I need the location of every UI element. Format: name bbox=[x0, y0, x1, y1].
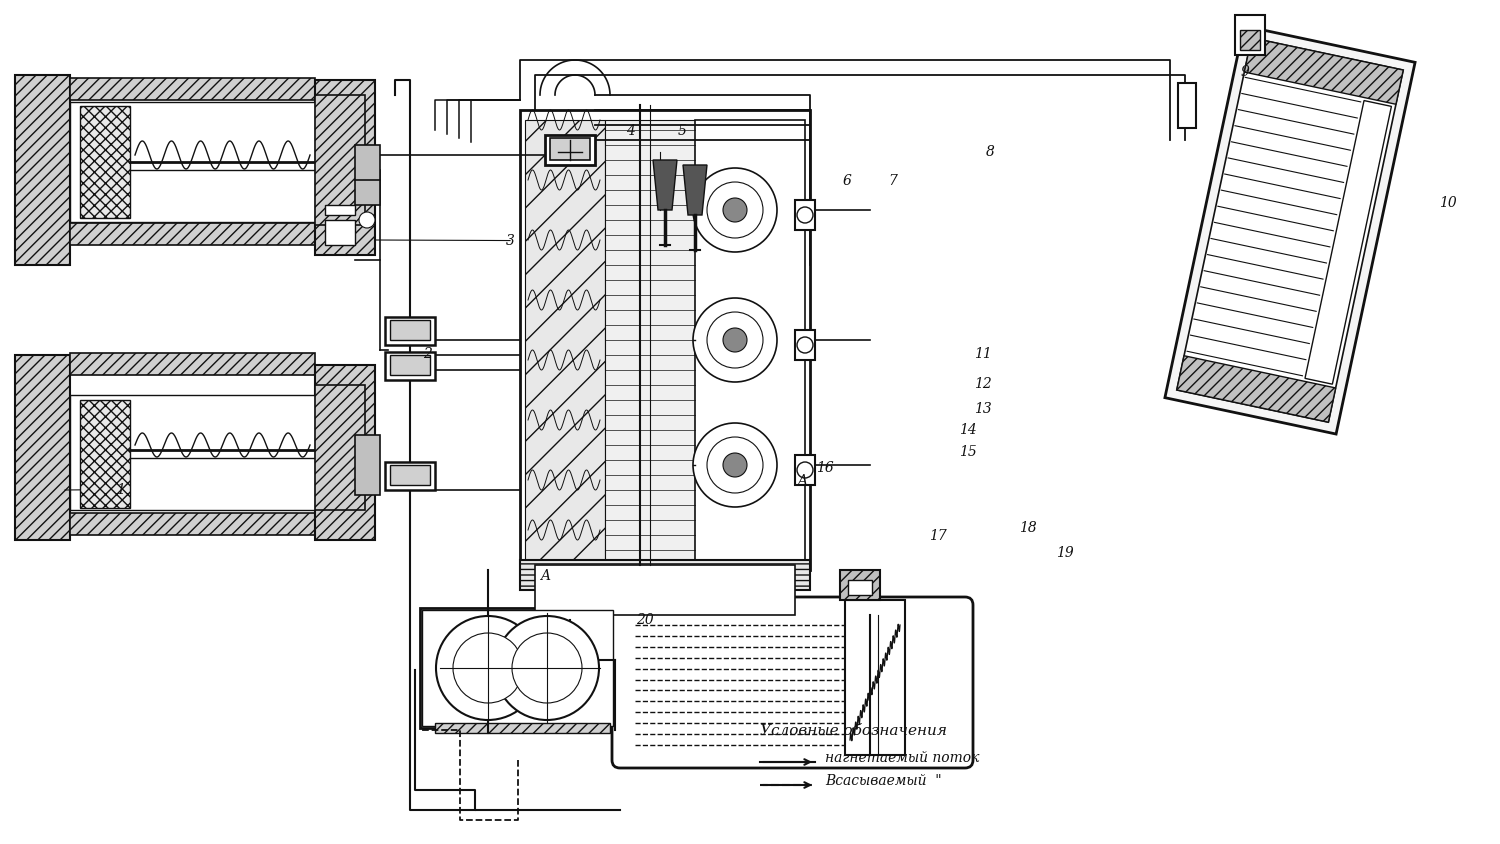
Polygon shape bbox=[652, 160, 676, 210]
Bar bbox=[390, 355, 430, 375]
Circle shape bbox=[453, 633, 524, 703]
Text: 5: 5 bbox=[678, 124, 687, 138]
Text: 20: 20 bbox=[636, 614, 654, 627]
Bar bbox=[422, 610, 614, 726]
Circle shape bbox=[706, 182, 764, 238]
Text: A: A bbox=[540, 569, 550, 583]
Text: 16: 16 bbox=[816, 462, 834, 475]
Bar bbox=[70, 223, 315, 245]
Text: 14: 14 bbox=[958, 424, 976, 437]
Circle shape bbox=[706, 312, 764, 368]
Bar bbox=[795, 455, 814, 485]
Bar bbox=[550, 138, 590, 160]
Bar bbox=[80, 106, 130, 218]
Text: 4: 4 bbox=[626, 124, 634, 138]
Bar bbox=[315, 80, 375, 255]
Circle shape bbox=[723, 328, 747, 352]
Bar bbox=[1234, 15, 1264, 55]
Text: 7: 7 bbox=[888, 175, 897, 188]
Circle shape bbox=[693, 298, 777, 382]
Circle shape bbox=[796, 337, 813, 353]
Bar bbox=[356, 145, 380, 205]
Bar bbox=[1305, 100, 1392, 384]
Bar bbox=[1178, 83, 1196, 128]
Bar bbox=[390, 465, 430, 485]
Circle shape bbox=[495, 616, 598, 720]
Bar bbox=[520, 560, 810, 590]
Text: 13: 13 bbox=[974, 403, 992, 416]
Bar bbox=[70, 78, 315, 100]
Bar bbox=[326, 220, 356, 245]
Text: 3: 3 bbox=[506, 234, 515, 247]
Bar bbox=[15, 75, 70, 265]
Text: 17: 17 bbox=[928, 529, 946, 543]
Bar bbox=[15, 355, 70, 540]
Bar bbox=[844, 600, 904, 755]
Bar bbox=[795, 330, 814, 360]
Bar bbox=[356, 435, 380, 495]
Text: 9: 9 bbox=[1240, 65, 1250, 78]
Circle shape bbox=[723, 453, 747, 477]
Bar bbox=[386, 317, 435, 345]
Text: 1: 1 bbox=[116, 483, 124, 496]
Circle shape bbox=[693, 423, 777, 507]
Circle shape bbox=[796, 207, 813, 223]
FancyBboxPatch shape bbox=[612, 597, 974, 768]
Bar bbox=[435, 723, 610, 733]
Bar bbox=[80, 400, 130, 508]
Bar bbox=[840, 570, 880, 600]
Bar bbox=[315, 95, 364, 225]
Bar bbox=[390, 320, 430, 340]
Bar bbox=[536, 565, 795, 615]
Bar bbox=[420, 608, 615, 728]
Text: 6: 6 bbox=[843, 175, 852, 188]
Bar bbox=[544, 135, 596, 165]
Text: 12: 12 bbox=[974, 377, 992, 391]
Bar bbox=[315, 385, 364, 510]
Text: 8: 8 bbox=[986, 145, 994, 159]
Polygon shape bbox=[682, 165, 706, 215]
Bar bbox=[1245, 38, 1403, 105]
Text: нагнетаемый поток: нагнетаемый поток bbox=[825, 751, 980, 765]
Text: 15: 15 bbox=[958, 445, 976, 458]
Circle shape bbox=[358, 212, 375, 228]
Text: Условные обозначения: Условные обозначения bbox=[760, 724, 946, 738]
Bar bbox=[1178, 38, 1402, 422]
Text: 18: 18 bbox=[1019, 521, 1036, 534]
Text: 19: 19 bbox=[1056, 546, 1074, 560]
Text: 10: 10 bbox=[1438, 196, 1456, 209]
Circle shape bbox=[693, 168, 777, 252]
Bar bbox=[1166, 26, 1414, 434]
Bar bbox=[386, 352, 435, 380]
Circle shape bbox=[512, 633, 582, 703]
Bar bbox=[525, 120, 605, 560]
Circle shape bbox=[796, 462, 813, 478]
Circle shape bbox=[706, 437, 764, 493]
Bar bbox=[520, 110, 810, 570]
Bar bbox=[694, 120, 806, 560]
Bar bbox=[1240, 30, 1260, 50]
Text: 11: 11 bbox=[974, 348, 992, 361]
Bar bbox=[1178, 355, 1335, 422]
Bar bbox=[604, 120, 694, 560]
Bar bbox=[847, 580, 871, 595]
Bar bbox=[315, 365, 375, 540]
Bar bbox=[326, 205, 356, 215]
Bar bbox=[70, 513, 315, 535]
Bar bbox=[386, 462, 435, 490]
Bar bbox=[70, 395, 315, 510]
Circle shape bbox=[723, 198, 747, 222]
Circle shape bbox=[436, 616, 540, 720]
Text: 2: 2 bbox=[423, 348, 432, 361]
Bar bbox=[70, 102, 315, 222]
Bar bbox=[70, 353, 315, 375]
Text: Всасываемый  ": Всасываемый " bbox=[825, 774, 942, 788]
Text: A: A bbox=[798, 474, 807, 488]
Bar bbox=[795, 200, 814, 230]
